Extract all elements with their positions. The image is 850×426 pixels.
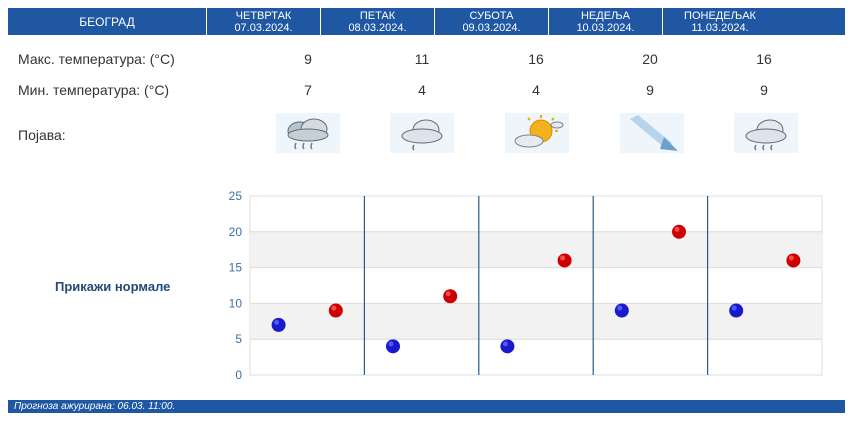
grid-band	[250, 231, 822, 268]
day-name: СУБОТА	[469, 9, 514, 22]
day-date: 08.03.2024.	[348, 21, 407, 34]
day-name: ПОНЕДЕЉАК	[684, 9, 756, 22]
dot-highlight	[388, 341, 394, 347]
day-name: ЧЕТВРТАК	[235, 9, 292, 22]
dot-highlight	[331, 305, 337, 311]
wind-icon	[620, 113, 684, 153]
max-temp-dot	[557, 253, 572, 268]
y-tick-label: 15	[229, 261, 243, 275]
max-temp-value: 11	[414, 51, 430, 67]
forecast-updated-footer: Прогноза ажурирана: 06.03. 11:00.	[8, 400, 845, 413]
dot-highlight	[617, 305, 623, 311]
max-temp-dot	[328, 303, 343, 318]
day-header-5[interactable]: ПОНЕДЕЉАК 11.03.2024.	[663, 8, 777, 35]
city-name: БЕОГРАД	[8, 8, 207, 35]
dot-highlight	[560, 255, 566, 261]
min-temp-value: 7	[304, 82, 312, 98]
min-temp-value: 4	[418, 82, 426, 98]
dot-highlight	[502, 341, 508, 347]
max-temp-value: 16	[528, 51, 544, 67]
day-header-2[interactable]: ПЕТАК 08.03.2024.	[321, 8, 435, 35]
y-tick-label: 20	[229, 225, 243, 239]
day-header-3[interactable]: СУБОТА 09.03.2024.	[435, 8, 549, 35]
y-tick-label: 25	[229, 189, 243, 203]
min-temp-dot	[614, 303, 629, 318]
min-temp-value: 9	[646, 82, 654, 98]
max-temp-value: 16	[756, 51, 772, 67]
sun-behind-cloud-icon	[505, 113, 569, 153]
show-normals-link[interactable]: Прикажи нормале	[55, 279, 171, 294]
day-date: 10.03.2024.	[576, 21, 635, 34]
dot-highlight	[788, 255, 794, 261]
grid-band	[250, 303, 822, 340]
day-header-4[interactable]: НЕДЕЉА 10.03.2024.	[549, 8, 663, 35]
y-tick-label: 10	[229, 296, 243, 310]
min-temp-label: Мин. температура: (°C)	[18, 82, 170, 98]
max-temp-label: Макс. температура: (°C)	[18, 51, 175, 67]
day-date: 09.03.2024.	[462, 21, 521, 34]
max-temp-value: 9	[304, 51, 312, 67]
y-tick-label: 5	[235, 332, 242, 346]
day-date: 11.03.2024.	[691, 21, 749, 34]
phenomenon-label: Појава:	[18, 127, 66, 143]
max-temp-value: 20	[642, 51, 658, 67]
dot-highlight	[731, 305, 737, 311]
min-temp-dot	[386, 339, 400, 354]
rain-cloud-icon	[734, 113, 798, 153]
min-temp-dot	[271, 317, 286, 332]
y-tick-label: 0	[235, 368, 242, 382]
rain-cloud-icon	[276, 113, 340, 153]
max-temp-dot	[672, 224, 686, 239]
min-temp-value: 4	[532, 82, 540, 98]
day-date: 07.03.2024.	[234, 21, 293, 34]
day-name: НЕДЕЉА	[580, 9, 631, 22]
min-temp-value: 9	[760, 82, 768, 98]
dot-highlight	[674, 226, 680, 232]
max-temp-dot	[443, 289, 458, 304]
plot-area	[249, 195, 823, 376]
day-name: ПЕТАК	[359, 9, 396, 22]
dot-highlight	[445, 291, 451, 297]
forecast-header: БЕОГРАД ЧЕТВРТАК 07.03.2024. ПЕТАК 08.03.2…	[8, 8, 845, 35]
max-temp-dot	[786, 253, 801, 268]
min-temp-dot	[729, 303, 744, 318]
day-header-1[interactable]: ЧЕТВРТАК 07.03.2024.	[207, 8, 321, 35]
cloud-icon	[390, 113, 454, 153]
min-temp-dot	[500, 339, 515, 354]
dot-highlight	[274, 319, 280, 325]
